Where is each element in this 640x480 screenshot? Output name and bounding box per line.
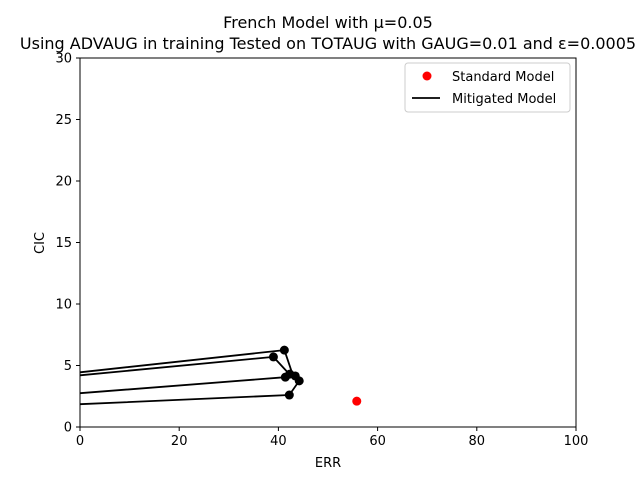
legend-box	[404, 62, 571, 113]
y-tick-label: 0	[64, 421, 72, 436]
mitigated-point	[284, 390, 294, 400]
y-tick-label: 15	[55, 236, 72, 251]
plot-marks	[79, 345, 362, 406]
y-axis-label: CIC	[33, 232, 48, 254]
legend-standard-label: Standard Model	[452, 70, 554, 85]
axis-ticks: 0 20 40 60 80 100 0 5 10 15 20 25 30	[55, 52, 588, 450]
mitigated-point	[279, 345, 289, 355]
x-tick-label: 60	[369, 434, 386, 449]
x-tick-label: 0	[76, 434, 84, 449]
y-tick-label: 25	[55, 113, 72, 128]
y-tick-label: 20	[55, 175, 72, 190]
chart-title-line2: Using ADVAUG in training Tested on TOTAU…	[20, 34, 636, 53]
plot-area-frame	[79, 57, 577, 428]
legend: Standard Model Mitigated Model	[404, 62, 571, 113]
chart-title-line1: French Model with μ=0.05	[223, 13, 433, 32]
x-tick-label: 20	[171, 434, 188, 449]
legend-mitigated-label: Mitigated Model	[452, 92, 556, 107]
mitigated-series-line	[79, 372, 301, 406]
mitigated-point	[268, 352, 278, 362]
x-tick-label: 100	[564, 434, 589, 449]
x-tick-label: 40	[270, 434, 287, 449]
y-tick-label: 5	[64, 359, 72, 374]
x-tick-label: 80	[469, 434, 486, 449]
standard-point	[352, 396, 362, 406]
y-tick-label: 10	[55, 298, 72, 313]
mitigated-point	[290, 371, 300, 381]
x-axis-label: ERR	[315, 456, 341, 471]
legend-standard-marker	[422, 71, 432, 81]
y-tick-label: 30	[55, 52, 72, 67]
